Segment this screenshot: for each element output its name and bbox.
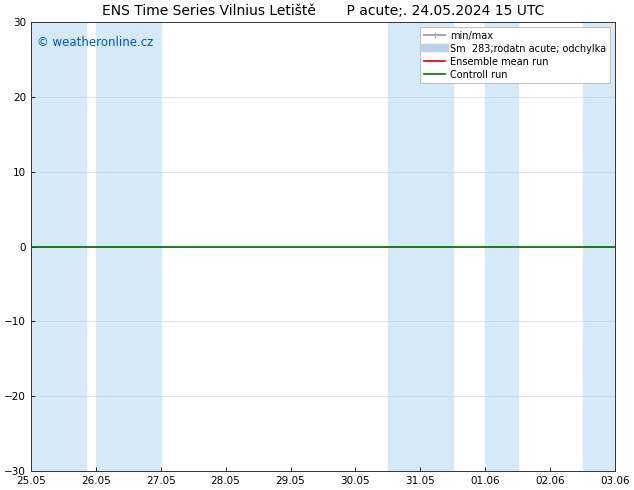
Bar xyxy=(388,22,453,471)
Bar xyxy=(485,22,518,471)
Bar xyxy=(583,22,615,471)
Title: ENS Time Series Vilnius Letiště       P acute;. 24.05.2024 15 UTC: ENS Time Series Vilnius Letiště P acute;… xyxy=(102,4,544,18)
Legend: min/max, Sm  283;rodatn acute; odchylka, Ensemble mean run, Controll run: min/max, Sm 283;rodatn acute; odchylka, … xyxy=(420,27,610,83)
Text: © weatheronline.cz: © weatheronline.cz xyxy=(37,36,153,49)
Bar xyxy=(31,22,86,471)
Bar xyxy=(96,22,160,471)
